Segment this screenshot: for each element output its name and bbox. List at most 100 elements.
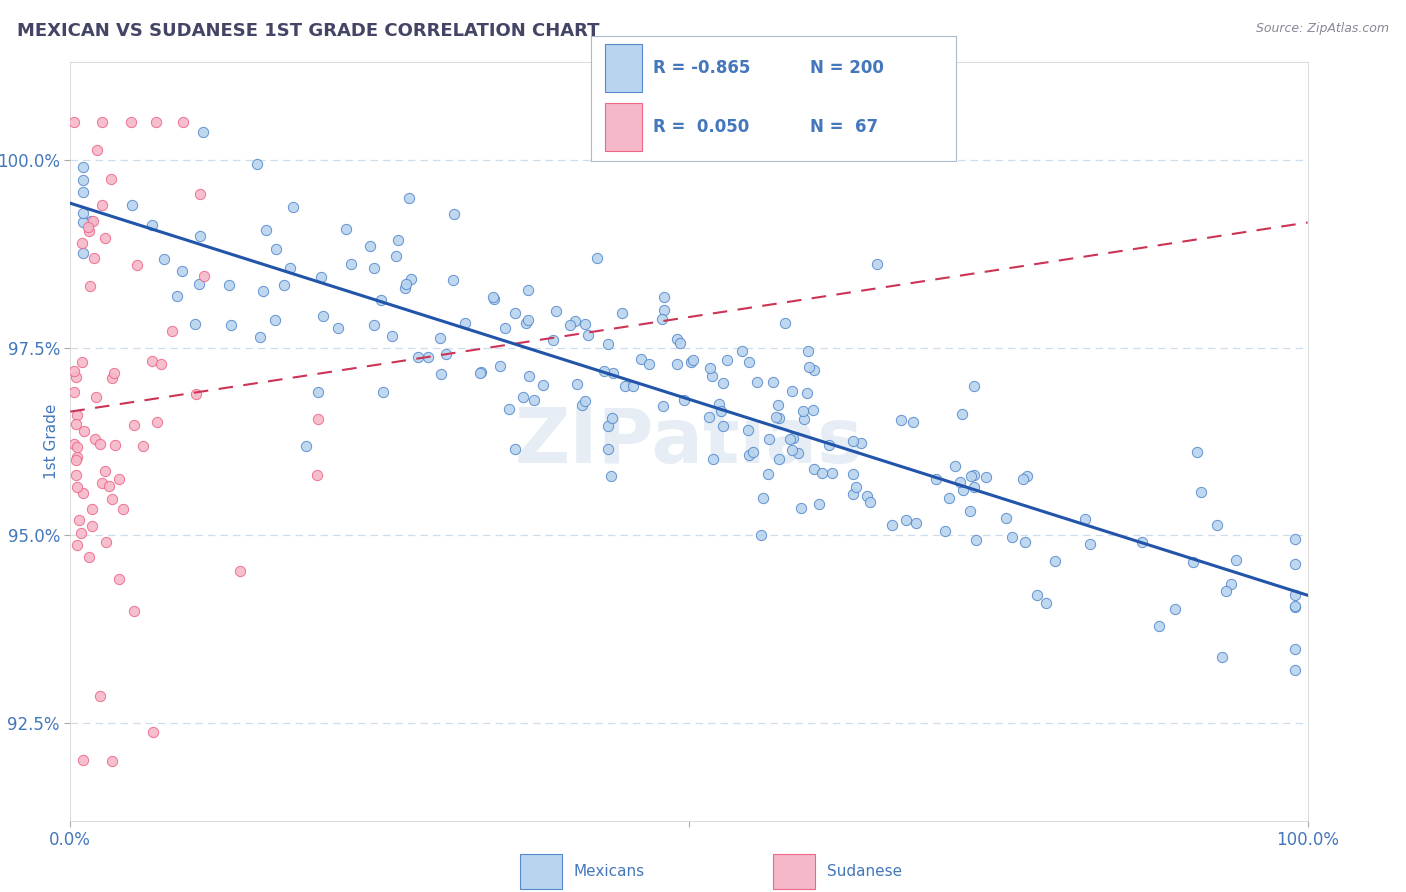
Point — [1284, 588, 1306, 602]
Point — [1000, 530, 1022, 544]
Point — [263, 312, 285, 326]
Text: R = -0.865: R = -0.865 — [652, 59, 749, 77]
Point — [184, 387, 207, 401]
Point — [326, 320, 349, 334]
Point — [394, 281, 416, 295]
Point — [1181, 556, 1204, 570]
Text: N = 200: N = 200 — [810, 59, 884, 77]
Point — [1189, 484, 1212, 499]
Text: Sudanese: Sudanese — [827, 864, 901, 879]
Point — [101, 371, 124, 385]
Point — [184, 317, 207, 331]
Point — [89, 689, 111, 703]
Point — [890, 413, 912, 427]
Point — [713, 376, 735, 390]
Point — [652, 290, 675, 304]
Point — [166, 289, 188, 303]
Point — [294, 439, 316, 453]
Point — [454, 316, 477, 330]
Point — [416, 351, 439, 365]
Point — [1284, 663, 1306, 677]
Point — [738, 448, 761, 462]
Point — [599, 469, 621, 483]
Point — [564, 314, 586, 328]
Point — [963, 480, 986, 494]
Point — [494, 321, 516, 335]
Point — [793, 412, 815, 426]
Point — [855, 489, 877, 503]
Point — [86, 143, 108, 157]
Point — [305, 468, 328, 483]
Point — [124, 417, 146, 432]
Point — [80, 502, 103, 516]
Point — [441, 273, 464, 287]
Point — [1284, 600, 1306, 615]
Point — [470, 365, 492, 379]
Point — [121, 198, 143, 212]
Point — [112, 502, 135, 516]
Point — [796, 386, 818, 401]
Point — [218, 278, 240, 293]
Point — [307, 411, 329, 425]
Point — [481, 290, 503, 304]
Point — [83, 251, 105, 265]
Point — [682, 352, 704, 367]
Point — [531, 377, 554, 392]
Point — [160, 324, 183, 338]
Point — [187, 277, 209, 291]
Point — [94, 535, 117, 549]
Point — [766, 398, 789, 412]
Point — [943, 458, 966, 473]
Point — [821, 466, 844, 480]
Point — [842, 467, 865, 481]
Point — [311, 309, 333, 323]
Point — [84, 432, 107, 446]
Point — [72, 753, 94, 767]
Point — [363, 260, 385, 275]
Point — [1043, 553, 1066, 567]
Point — [72, 185, 94, 199]
Point — [749, 527, 772, 541]
Point — [65, 452, 87, 467]
Point — [65, 370, 87, 384]
Point — [959, 469, 981, 483]
Point — [89, 437, 111, 451]
Point — [952, 483, 974, 498]
Point — [517, 313, 540, 327]
Point — [281, 200, 304, 214]
Point — [398, 191, 420, 205]
Text: Mexicans: Mexicans — [574, 864, 645, 879]
Point — [811, 466, 834, 480]
Point — [790, 500, 813, 515]
Point — [482, 292, 505, 306]
Bar — [605, 45, 641, 92]
Point — [63, 437, 86, 451]
Point — [122, 603, 145, 617]
Point — [363, 318, 385, 332]
Point — [94, 231, 117, 245]
Point — [94, 464, 117, 478]
Point — [949, 475, 972, 490]
Point — [758, 432, 780, 446]
Point — [370, 293, 392, 307]
Point — [406, 350, 429, 364]
Point — [567, 376, 589, 391]
Point — [866, 257, 889, 271]
Point — [894, 513, 917, 527]
Point — [560, 318, 582, 332]
Point — [1011, 472, 1033, 486]
Point — [246, 157, 269, 171]
Point — [65, 538, 87, 552]
Point — [170, 264, 193, 278]
Point — [359, 239, 381, 253]
Point — [905, 516, 928, 531]
Point — [803, 462, 825, 476]
Point — [950, 408, 973, 422]
Point — [193, 268, 215, 283]
Point — [797, 343, 820, 358]
Point — [489, 359, 512, 373]
Point — [1147, 619, 1170, 633]
Point — [797, 359, 820, 374]
Point — [146, 415, 169, 429]
Point — [768, 411, 790, 425]
